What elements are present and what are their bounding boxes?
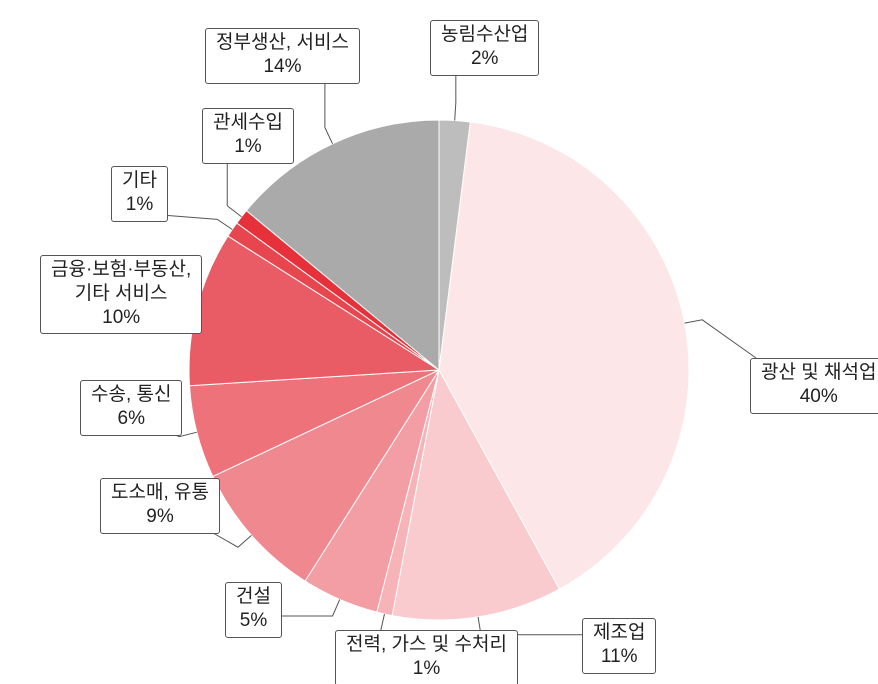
pie-slice-label-text: 제조업 [593,621,645,645]
pie-slice-label: 도소매, 유통9% [100,478,220,534]
pie-slice-label: 광산 및 채석업40% [750,358,878,414]
pie-slice-label-text: 광산 및 채석업 [761,361,876,385]
pie-slice-label-pct: 10% [51,306,191,330]
pie-slice-label-text: 농림수산업 [441,23,528,47]
pie-slice-label: 관세수입1% [202,108,294,164]
pie-chart [0,0,878,684]
pie-slice-label-pct: 1% [213,135,283,159]
pie-slice-label: 농림수산업2% [430,20,539,76]
pie-leader-line [282,599,340,616]
pie-slice-label-pct: 11% [593,645,645,669]
pie-slice-label-pct: 1% [346,657,507,681]
pie-leader-line [455,76,456,121]
pie-slice-label-text: 도소매, 유통 [111,481,209,505]
pie-slice-label: 기타1% [111,166,168,222]
pie-slice-label-text: 전력, 가스 및 수처리 [346,633,507,657]
pie-leader-line [325,84,333,144]
pie-slice-label: 건설5% [225,582,282,638]
pie-slice-label-text: 정부생산, 서비스 [216,31,349,55]
pie-leader-line [168,216,232,230]
pie-slice-label-pct: 6% [91,407,171,431]
pie-slice-label-pct: 2% [441,47,528,71]
pie-slice-label-text: 수송, 통신 [91,383,171,407]
pie-leader-line [214,534,252,548]
pie-leader-line [381,614,385,632]
pie-slice-label: 전력, 가스 및 수처리1% [335,630,518,684]
pie-slice-label-pct: 14% [216,55,349,79]
pie-slice-label-pct: 5% [236,609,271,633]
pie-slice-label-pct: 9% [111,505,209,529]
pie-slice-label-pct: 40% [761,385,876,409]
pie-chart-container: 농림수산업2%광산 및 채석업40%제조업11%전력, 가스 및 수처리1%건설… [0,0,878,684]
pie-slice-label: 정부생산, 서비스14% [205,28,360,84]
pie-leader-line [227,164,241,217]
pie-slice-label-text: 금융·보험·부동산, 기타 서비스 [51,258,191,306]
pie-slice-label-text: 기타 [122,169,157,193]
pie-slice-label-text: 관세수입 [213,111,283,135]
pie-slice-label-pct: 1% [122,193,157,217]
pie-slice-label: 제조업11% [582,618,656,674]
pie-slice-label-text: 건설 [236,585,271,609]
pie-slice-label: 금융·보험·부동산, 기타 서비스10% [40,255,202,334]
pie-leader-line [685,320,756,358]
pie-slice-label: 수송, 통신6% [80,380,182,436]
